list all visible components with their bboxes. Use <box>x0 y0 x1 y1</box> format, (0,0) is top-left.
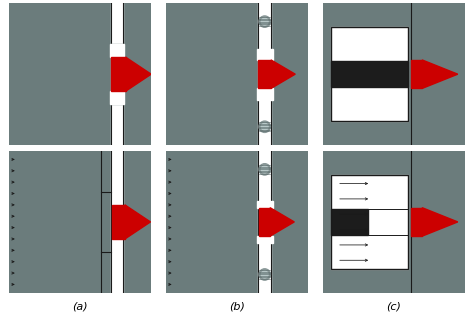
Bar <box>112 205 125 239</box>
Bar <box>258 60 271 89</box>
Polygon shape <box>271 60 295 89</box>
Polygon shape <box>422 60 458 89</box>
Bar <box>259 208 270 236</box>
Circle shape <box>259 16 270 27</box>
Bar <box>111 3 123 145</box>
Bar <box>271 151 308 293</box>
Bar <box>123 3 151 145</box>
Text: (a): (a) <box>73 301 88 312</box>
Bar <box>257 201 273 208</box>
Bar <box>111 44 123 57</box>
Bar <box>331 61 408 87</box>
Text: (b): (b) <box>229 301 245 312</box>
Polygon shape <box>126 57 151 91</box>
Bar <box>331 175 408 269</box>
Bar <box>111 91 123 104</box>
Circle shape <box>261 123 268 130</box>
Bar <box>9 151 101 293</box>
Bar <box>9 3 111 145</box>
Bar <box>411 208 422 236</box>
Bar <box>414 151 465 293</box>
Circle shape <box>259 121 270 132</box>
Bar <box>331 175 408 269</box>
Bar <box>110 91 124 104</box>
Bar <box>258 3 271 145</box>
Bar <box>166 151 258 293</box>
Bar <box>411 60 422 89</box>
Bar <box>166 3 258 145</box>
Bar <box>111 151 123 293</box>
Bar <box>331 27 408 121</box>
Circle shape <box>259 164 270 175</box>
Bar <box>331 209 368 235</box>
Bar <box>414 3 465 145</box>
Bar <box>331 27 408 121</box>
Bar <box>323 151 411 293</box>
Bar <box>257 236 273 243</box>
Bar <box>271 3 308 145</box>
Bar <box>258 151 271 293</box>
Polygon shape <box>422 208 458 236</box>
Bar <box>323 3 411 145</box>
Circle shape <box>261 166 268 173</box>
Polygon shape <box>270 208 294 236</box>
Bar <box>257 49 273 60</box>
Bar <box>123 151 151 293</box>
Text: (c): (c) <box>386 301 401 312</box>
Circle shape <box>259 269 270 280</box>
Bar <box>257 89 273 100</box>
Polygon shape <box>125 205 150 239</box>
Bar <box>110 44 124 57</box>
Circle shape <box>261 18 268 25</box>
Bar <box>101 192 111 252</box>
Circle shape <box>261 271 268 278</box>
Bar <box>111 57 126 91</box>
